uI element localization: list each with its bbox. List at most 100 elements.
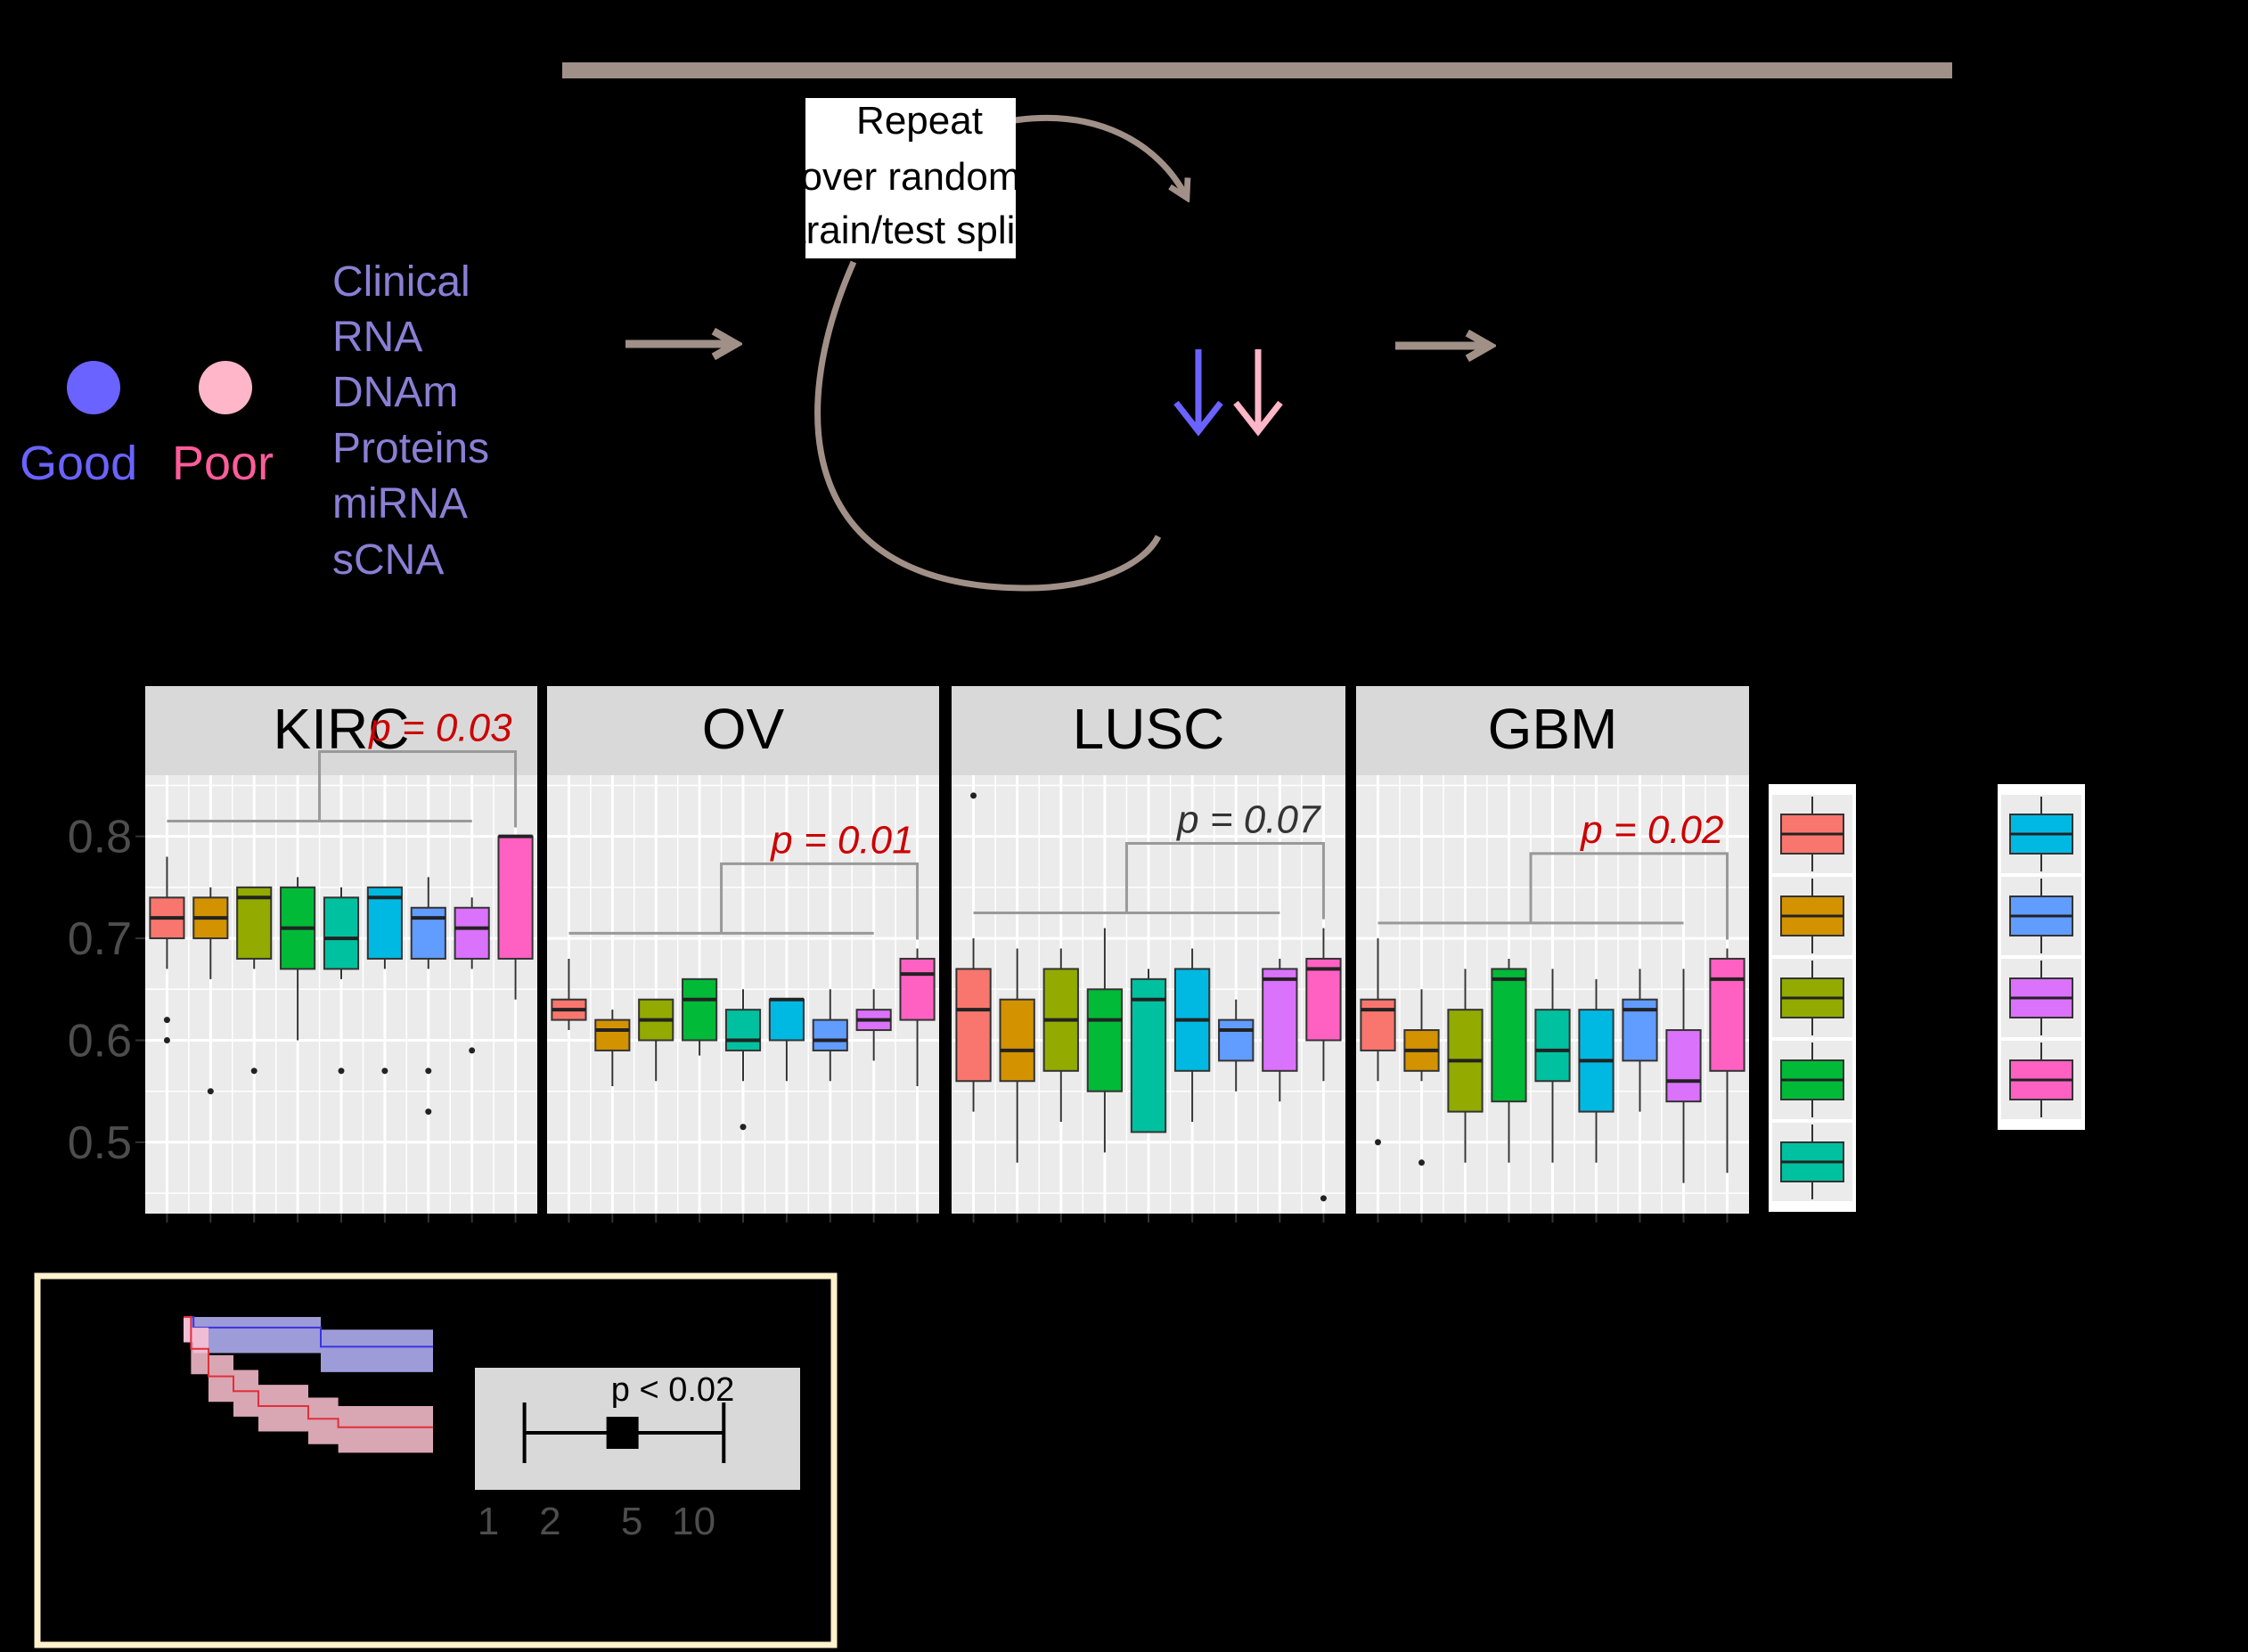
header-bar [562, 62, 1952, 78]
box-9 [497, 834, 534, 1000]
box-outlier [1418, 1159, 1425, 1166]
km-confidence-band [184, 1317, 433, 1372]
box-3 [1042, 948, 1079, 1123]
legend-key-2 [2001, 877, 2081, 955]
legend-key-1 [1772, 795, 1852, 873]
box-4 [1086, 928, 1124, 1153]
km-plot [184, 1316, 433, 1453]
box-body [454, 906, 490, 960]
forest-estimate [606, 1417, 639, 1449]
omics-mirna: miRNA [332, 480, 468, 527]
box-body [1534, 1009, 1571, 1083]
box-9 [1709, 948, 1745, 1174]
good-label: Good [20, 437, 137, 490]
pvalue-label: p = 0.02 [1579, 808, 1723, 852]
box-body [1305, 957, 1342, 1042]
box-outlier [381, 1067, 388, 1075]
facet-ov: OV p = 0.01 [547, 686, 939, 1223]
box-4 [280, 877, 316, 1041]
box-outlier [338, 1067, 345, 1075]
box-body [1130, 977, 1167, 1133]
poor-label: Poor [172, 437, 274, 490]
loop-arc-upper [1008, 115, 1187, 198]
bracket-arm [720, 862, 920, 940]
box-outlier [425, 1067, 432, 1075]
omics-clinical: Clinical [332, 258, 470, 306]
box-5 [724, 989, 762, 1131]
forest-x-tick-label: 1 [478, 1500, 499, 1543]
box-1 [955, 792, 992, 1112]
pvalue-bracket: p = 0.07 [973, 797, 1325, 920]
legend-box-group-a [1769, 784, 1856, 1212]
box-3 [638, 998, 674, 1082]
facet-strip [1356, 686, 1749, 775]
y-tick-label: 0.8 [68, 812, 132, 863]
box-3 [236, 886, 273, 1075]
repeat-line-2: over random [800, 155, 1020, 199]
box-5 [1130, 969, 1167, 1133]
omics-dnam: DNAm [332, 369, 458, 416]
box-body [999, 998, 1035, 1083]
box-6 [768, 997, 805, 1082]
split-arrows [1173, 349, 1283, 437]
facet-gbm: GBM p = 0.02 [1356, 686, 1749, 1223]
box-body [812, 1018, 848, 1051]
forest-plot: p < 0.02 1 2 5 10 [475, 1368, 800, 1543]
bracket-arm [1124, 841, 1325, 920]
box-outlier [740, 1124, 747, 1131]
box-8 [454, 897, 490, 1054]
box-9 [899, 948, 936, 1086]
poor-arrow-head [1233, 400, 1283, 437]
legend-key-3 [2001, 959, 2081, 1037]
box-body [899, 957, 936, 1021]
box-7 [1622, 969, 1658, 1112]
pvalue-label: p = 0.01 [769, 818, 913, 862]
box-body [497, 835, 534, 960]
box-6 [1173, 948, 1211, 1123]
bracket-arm [318, 749, 518, 828]
box-2 [192, 887, 229, 1095]
legend-key-2 [1772, 877, 1852, 955]
box-body [682, 977, 718, 1042]
box-body [1218, 1018, 1255, 1062]
legend-key-1 [2001, 795, 2081, 873]
box-outlier [207, 1088, 214, 1095]
box-body [1360, 998, 1396, 1051]
pvalue-label: p = 0.03 [367, 706, 512, 749]
box-body [410, 906, 446, 960]
km-frame [34, 1272, 838, 1648]
omics-rna: RNA [332, 314, 422, 361]
pvalue-label: p = 0.07 [1175, 797, 1321, 841]
omics-proteins: Proteins [332, 425, 489, 472]
legend-poor: Poor [172, 361, 274, 490]
box-body [1086, 988, 1124, 1092]
box-3 [1447, 969, 1484, 1163]
box-body [1665, 1029, 1702, 1103]
loop-arc-lower [814, 260, 1162, 592]
box-2 [1403, 989, 1440, 1166]
facet-lusc: LUSC p = 0.07 [952, 686, 1345, 1223]
box-outlier [469, 1047, 476, 1054]
box-outlier [163, 1017, 170, 1024]
box-body [1709, 957, 1745, 1072]
forest-x-tick-label: 5 [621, 1500, 642, 1543]
box-body [1491, 968, 1527, 1103]
box-body [955, 968, 992, 1083]
good-dot [67, 361, 120, 414]
box-7 [410, 877, 446, 1116]
bracket-arm [1529, 852, 1729, 940]
y-tick-label: 0.6 [68, 1015, 132, 1067]
facet-title: LUSC [1073, 697, 1225, 761]
y-tick-label: 0.7 [68, 913, 132, 965]
km-survival-line [184, 1316, 433, 1428]
repeat-clip: Repeat over random train/test split [800, 99, 1020, 252]
box-1 [1360, 938, 1396, 1146]
box-7 [812, 989, 848, 1082]
repeat-label: Repeat over random train/test split [800, 98, 1020, 258]
km-poor-curve [184, 1316, 433, 1453]
box-2 [999, 948, 1035, 1163]
box-body [768, 998, 805, 1042]
